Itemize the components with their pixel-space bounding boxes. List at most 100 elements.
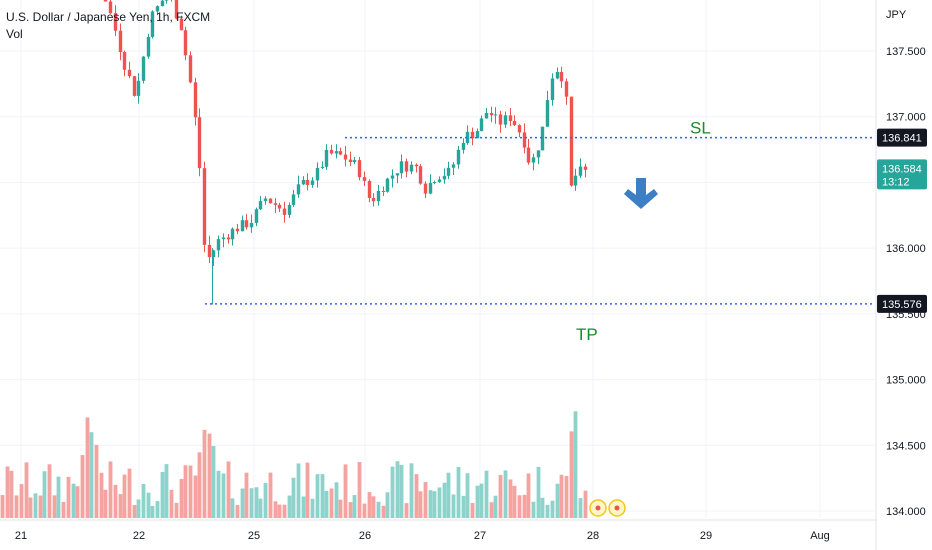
volume-bar (113, 484, 118, 518)
candle-body (573, 175, 578, 186)
candle-body (578, 166, 583, 176)
candle-body (329, 149, 334, 154)
volume-bar (418, 491, 423, 518)
candle-body (470, 131, 475, 139)
candle-body (583, 166, 588, 170)
candle-body (531, 157, 536, 163)
candle-body (540, 126, 545, 151)
volume-bar (28, 497, 33, 518)
volume-bar (0, 495, 5, 518)
sl-price-tag: 136.841 (882, 133, 922, 145)
candle-body (409, 164, 414, 172)
candle-body (371, 197, 376, 202)
volume-bar (197, 452, 202, 518)
volume-bar (188, 465, 193, 518)
candle-body (216, 239, 221, 251)
candle-body (475, 131, 480, 139)
volume-bar (371, 496, 376, 518)
volume-bar (564, 476, 569, 518)
candle-body (399, 161, 404, 174)
volume-bar (512, 485, 517, 518)
volume-bar (202, 429, 207, 518)
volume-bar (479, 483, 484, 518)
volume-bar (52, 495, 57, 518)
volume-bar (315, 474, 320, 518)
volume-bar (531, 501, 536, 518)
level-lines (205, 136, 875, 305)
symbol-title[interactable]: U.S. Dollar / Japanese Yen, 1h, FXCM (6, 10, 211, 24)
volume-label[interactable]: Vol (6, 27, 23, 41)
volume-bar (216, 470, 221, 518)
volume-bar (451, 494, 456, 518)
time-tick-label: 29 (700, 530, 712, 542)
candle-body (301, 179, 306, 185)
candle-body (244, 220, 249, 228)
candle-body (456, 149, 461, 165)
volume-bar (99, 472, 104, 518)
arrow-down-icon (624, 178, 658, 209)
volume-bar (141, 484, 146, 518)
volume-bar (132, 505, 137, 518)
volume-bar (545, 504, 550, 518)
candle-body (545, 100, 550, 127)
candle-body (465, 131, 470, 143)
volume-bar (338, 499, 343, 518)
candle-body (498, 114, 503, 125)
volume-bar (569, 431, 574, 518)
price-axis[interactable]: JPY137.500137.000136.500136.000135.50013… (875, 0, 932, 550)
time-axis[interactable]: 21 22 25 26 27 28 29 Aug (0, 519, 876, 542)
candle-body (141, 56, 146, 81)
volume-bar (61, 501, 66, 518)
volume-bar (362, 503, 367, 518)
volume-bar (273, 501, 278, 518)
volume-bar (80, 455, 85, 518)
price-tick-label: 136.000 (886, 243, 926, 255)
volume-bar (71, 483, 76, 518)
volume-bar (75, 486, 80, 518)
time-tick-label: 22 (133, 530, 145, 542)
candle-body (517, 125, 522, 133)
volume-bar (508, 479, 513, 518)
candle-body (150, 11, 155, 37)
volume-bar (5, 466, 10, 518)
tp-price-tag-background (877, 294, 927, 313)
candle-body (508, 115, 513, 122)
volume-bar (89, 432, 94, 518)
volume-bar (136, 499, 141, 518)
candle-body (315, 167, 320, 181)
candle-body (437, 179, 442, 182)
volume-bar (376, 501, 381, 518)
volume-bar (489, 502, 494, 518)
candle-body (310, 180, 315, 185)
tp-label: TP (576, 325, 598, 344)
candles (103, 0, 588, 305)
volume-bar (503, 470, 508, 518)
candle-body (357, 160, 362, 178)
volume-bar (357, 462, 362, 518)
volume-bar (164, 464, 169, 518)
candle-body (442, 175, 447, 180)
volume-bar (573, 411, 578, 518)
volume-bar (146, 492, 151, 518)
volume-bar (320, 474, 325, 518)
candle-body (352, 160, 357, 162)
event-marker-dot (595, 505, 601, 511)
volume-bar (14, 495, 19, 518)
volume-bar (56, 476, 61, 518)
volume-bar (432, 491, 437, 518)
candle-body (249, 222, 254, 228)
volume-bar (475, 485, 480, 518)
volume-bar (324, 490, 329, 518)
volume-bar (33, 493, 38, 518)
time-tick-label: 25 (248, 530, 260, 542)
candle-body (395, 173, 400, 176)
candle-body (320, 166, 325, 168)
volume-bar (38, 495, 43, 518)
candle-body (235, 228, 240, 232)
candle-body (258, 201, 263, 210)
candle-body (423, 183, 428, 194)
volume-bar (555, 483, 560, 518)
candle-body (555, 71, 560, 79)
